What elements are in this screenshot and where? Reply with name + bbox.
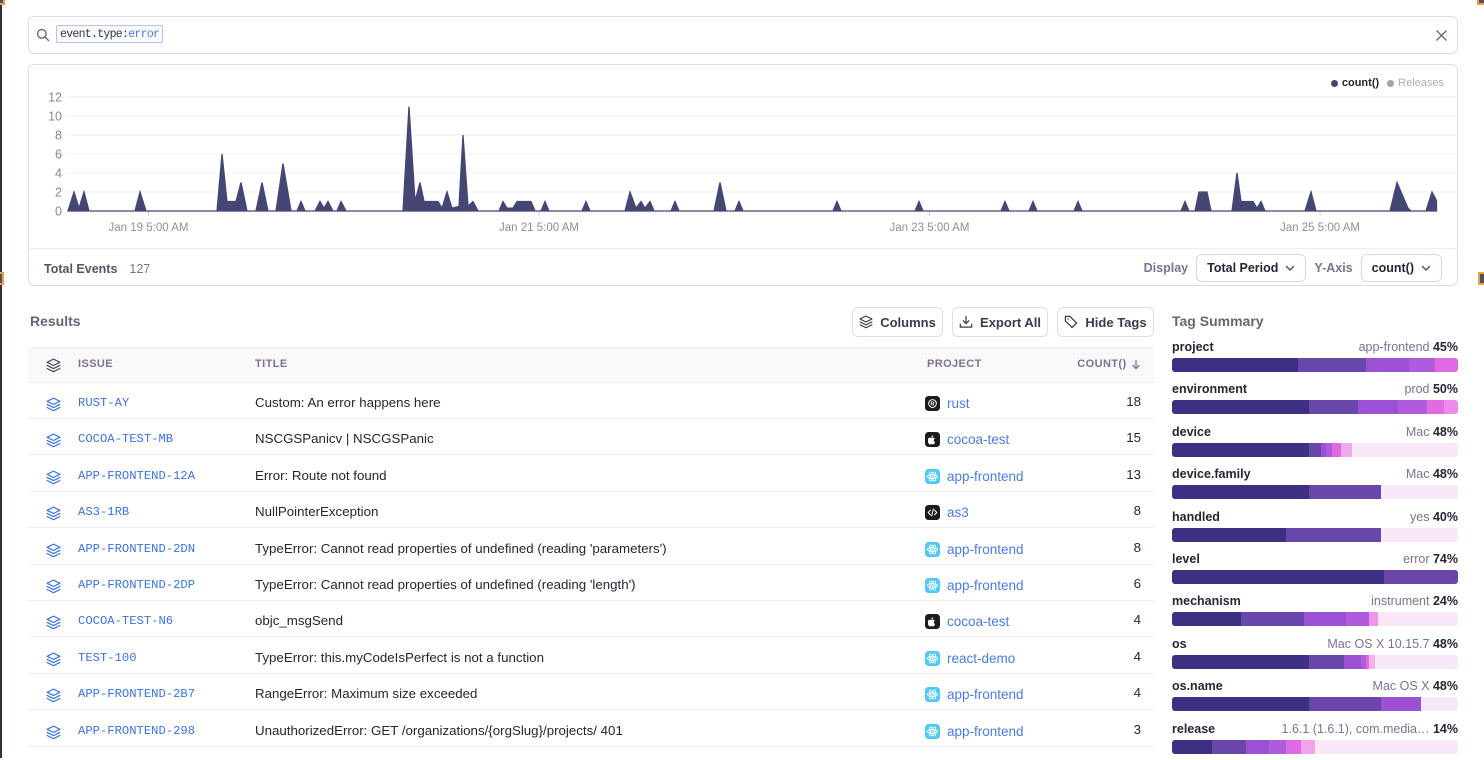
svg-text:4: 4 xyxy=(55,166,62,180)
svg-text:12: 12 xyxy=(48,90,62,104)
svg-text:0: 0 xyxy=(55,204,62,218)
svg-text:R: R xyxy=(930,401,935,407)
svg-text:Jan 19 5:00 AM: Jan 19 5:00 AM xyxy=(109,222,189,234)
svg-text:Jan 25 5:00 AM: Jan 25 5:00 AM xyxy=(1280,222,1360,234)
svg-text:Jan 21 5:00 AM: Jan 21 5:00 AM xyxy=(499,222,579,234)
svg-text:Jan 23 5:00 AM: Jan 23 5:00 AM xyxy=(890,222,970,234)
svg-text:2: 2 xyxy=(55,185,62,199)
svg-text:10: 10 xyxy=(48,109,62,123)
svg-text:8: 8 xyxy=(55,128,62,142)
svg-text:6: 6 xyxy=(55,147,62,161)
